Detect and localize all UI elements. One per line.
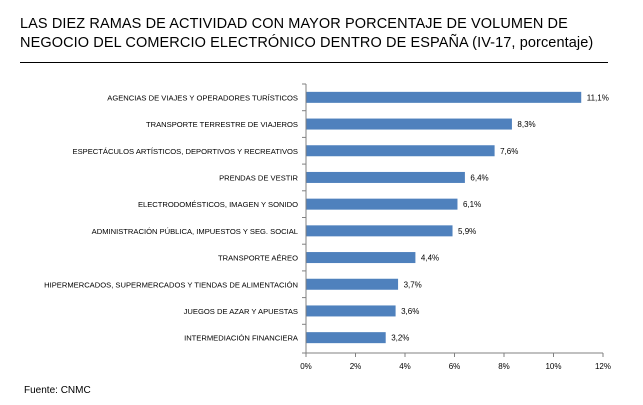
value-label: 3,6% [401,307,419,316]
x-tick-label: 12% [595,362,611,371]
bar [306,305,396,317]
category-label: ESPECTÁCULOS ARTÍSTICOS, DEPORTIVOS Y RE… [73,147,298,156]
value-label: 3,2% [391,334,409,343]
category-label: ADMINISTRACIÓN PÚBLICA, IMPUESTOS Y SEG.… [92,227,298,236]
bar [306,171,465,183]
x-tick-label: 0% [300,362,312,371]
category-label: HIPERMERCADOS, SUPERMERCADOS Y TIENDAS D… [44,280,298,289]
category-label: AGENCIAS DE VIAJES Y OPERADORES TURÍSTIC… [107,93,298,102]
category-label: PRENDAS DE VESTIR [219,173,298,182]
value-label: 8,3% [517,120,535,129]
x-tick-label: 4% [399,362,411,371]
value-label: 3,7% [404,280,422,289]
value-label: 7,6% [500,147,518,156]
labels-layer: 0% 2% 4% 6% 8% 10% 12% AGENCIAS DE VIAJES Y OPE… [44,93,611,371]
bar [306,91,582,103]
category-label: INTERMEDIACIÓN FINANCIERA [184,334,299,343]
category-label: ELECTRODOMÉSTICOS, IMAGEN Y SONIDO [138,200,298,209]
bar [306,225,453,237]
category-label: TRANSPORTE TERRESTRE DE VIAJEROS [146,120,298,129]
value-label: 6,4% [470,173,488,182]
bar [306,332,386,344]
bar [306,118,512,130]
bar [306,252,416,264]
x-tick-label: 2% [350,362,362,371]
bars-layer [306,91,582,344]
category-label: TRANSPORTE AÉREO [218,254,298,263]
axis-layer [302,83,604,357]
source-note: Fuente: CNMC [24,385,91,396]
bar [306,198,458,210]
category-label: JUEGOS DE AZAR Y APUESTAS [184,307,298,316]
x-tick-label: 6% [449,362,461,371]
x-tick-label: 8% [498,362,510,371]
chart-title: LAS DIEZ RAMAS DE ACTIVIDAD CON MAYOR PO… [20,16,594,51]
value-label: 4,4% [421,254,439,263]
bar [306,278,399,290]
title-divider [20,62,608,63]
value-label: 11,1% [587,93,609,102]
x-tick-label: 10% [545,362,561,371]
value-label: 5,9% [458,227,476,236]
bar [306,145,495,157]
value-label: 6,1% [463,200,481,209]
